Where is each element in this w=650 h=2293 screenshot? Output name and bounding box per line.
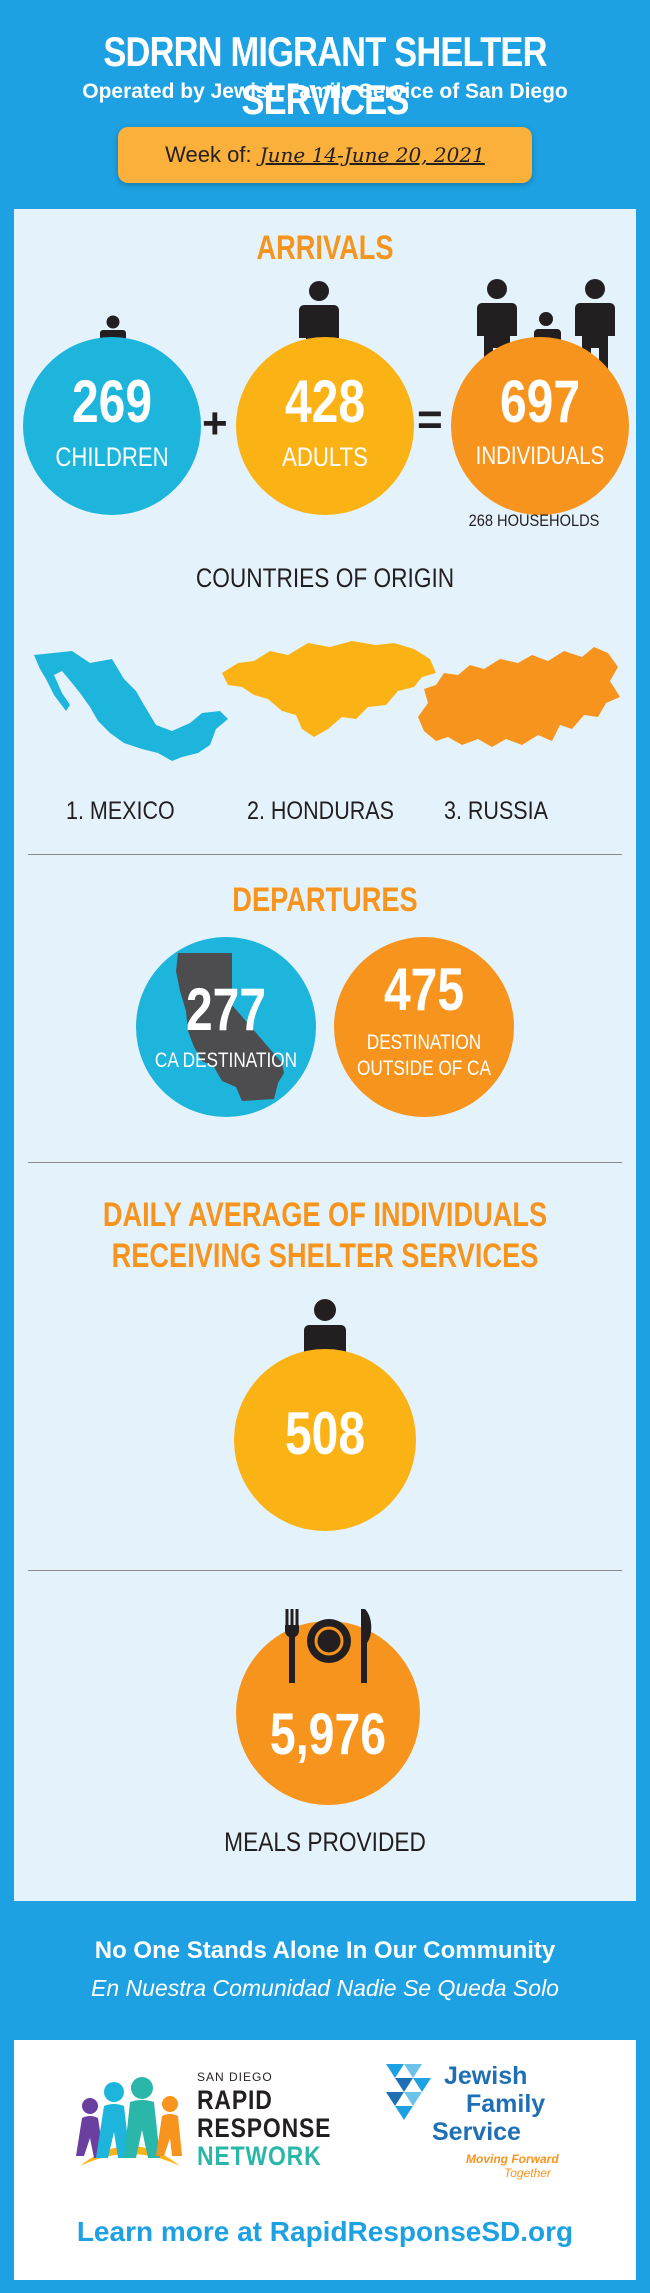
outside-ca-label-2: OUTSIDE OF CA — [357, 1057, 491, 1080]
jfs-tagline-2: Together — [504, 2166, 551, 2180]
jewish-family-service-logo-icon — [386, 2064, 431, 2120]
rrn-small-label: SAN DIEGO — [197, 2070, 273, 2084]
divider — [28, 1162, 622, 1163]
mexico-map-icon — [34, 651, 228, 761]
adults-circle: 428 ADULTS — [236, 337, 414, 515]
adults-count: 428 — [284, 368, 366, 435]
jfs-line-3: Service — [432, 2118, 521, 2146]
meals-count: 5,976 — [269, 1702, 387, 1767]
week-label: Week of: — [165, 142, 252, 167]
rrn-line-3: NETWORK — [197, 2141, 322, 2171]
children-label: CHILDREN — [55, 442, 169, 472]
outside-ca-label-1: DESTINATION — [366, 1031, 482, 1054]
tagline-spanish: En Nuestra Comunidad Nadie Se Queda Solo — [91, 1975, 559, 2001]
individuals-circle: 697 INDIVIDUALS — [451, 337, 629, 515]
main-panel: ARRIVALS 269 CHILDREN + 428 ADULTS = 697… — [14, 209, 636, 1901]
ca-destination-count: 277 — [185, 976, 267, 1043]
adults-label: ADULTS — [282, 442, 368, 472]
divider — [28, 1570, 622, 1571]
rrn-line-1: RAPID — [197, 2085, 273, 2115]
children-count: 269 — [71, 368, 153, 435]
arrivals-title: ARRIVALS — [256, 229, 394, 267]
country-3: 3. RUSSIA — [444, 797, 548, 825]
country-1: 1. MEXICO — [66, 797, 175, 825]
divider — [28, 854, 622, 855]
ca-destination-circle: 277 CA DESTINATION — [136, 937, 316, 1117]
daily-average-count: 508 — [284, 1400, 366, 1467]
jfs-line-2: Family — [466, 2090, 546, 2118]
rapid-response-network-logo-icon — [76, 2077, 182, 2166]
jfs-line-1: Jewish — [444, 2062, 528, 2090]
honduras-map-icon — [222, 641, 436, 737]
daily-title-line-1: DAILY AVERAGE OF INDIVIDUALS — [102, 1196, 548, 1234]
outside-ca-count: 475 — [383, 956, 465, 1023]
households-count: 268 HOUSEHOLDS — [468, 511, 600, 530]
california-map-icon — [176, 953, 284, 1101]
ca-destination-label: CA DESTINATION — [154, 1049, 298, 1072]
country-2: 2. HONDURAS — [247, 797, 394, 825]
equals-sign: = — [417, 395, 443, 444]
meals-circle: 5,976 — [236, 1621, 420, 1805]
jfs-tagline-1: Moving Forward — [466, 2152, 559, 2166]
origin-title: COUNTRIES OF ORIGIN — [195, 563, 455, 593]
russia-map-icon — [418, 647, 620, 747]
plus-sign: + — [202, 399, 228, 448]
tagline-english: No One Stands Alone In Our Community — [94, 1937, 556, 1964]
daily-average-circle: 508 — [234, 1349, 416, 1531]
week-badge: Week of: June 14-June 20, 2021 — [118, 127, 532, 183]
learn-more-link[interactable]: Learn more at RapidResponseSD.org — [76, 2216, 574, 2247]
week-dates: June 14-June 20, 2021 — [259, 143, 485, 167]
page-subtitle: Operated by Jewish Family Service of San… — [82, 80, 568, 103]
departures-title: DEPARTURES — [232, 881, 418, 919]
individuals-count: 697 — [499, 368, 581, 435]
daily-title-line-2: RECEIVING SHELTER SERVICES — [111, 1237, 539, 1275]
footer-panel: SAN DIEGO RAPID RESPONSE NETWORK Jewish … — [14, 2040, 636, 2280]
utensils-icon — [285, 1609, 372, 1683]
page-title: SDRRN MIGRANT SHELTER SERVICES — [103, 28, 547, 123]
individuals-label: INDIVIDUALS — [475, 442, 605, 470]
outside-ca-circle: 475 DESTINATION OUTSIDE OF CA — [334, 937, 514, 1117]
rrn-line-2: RESPONSE — [197, 2113, 332, 2143]
children-circle: 269 CHILDREN — [23, 337, 201, 515]
meals-label: MEALS PROVIDED — [224, 1827, 426, 1857]
